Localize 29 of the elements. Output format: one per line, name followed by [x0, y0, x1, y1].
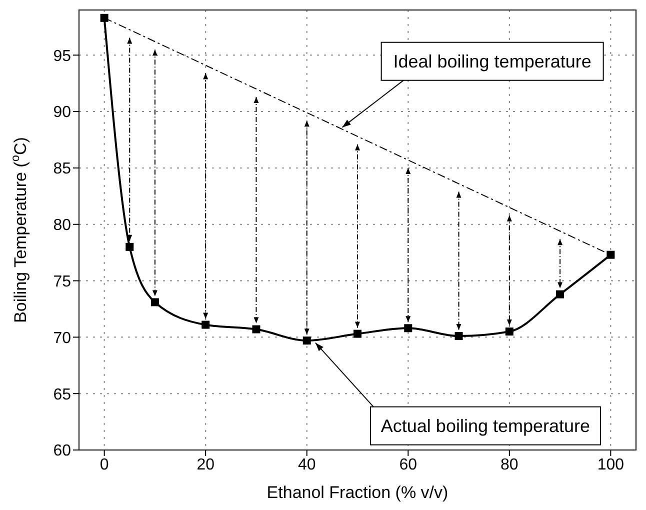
y-tick-label: 70: [53, 330, 72, 347]
point: [252, 325, 260, 334]
point: [100, 14, 108, 22]
y-tick-label: 85: [53, 160, 72, 178]
annotation: Actual boiling temperature: [380, 416, 590, 436]
x-axis-title: Ethanol Fraction (% v/v): [266, 483, 448, 502]
y-tick-label: 90: [53, 104, 72, 122]
point: [454, 332, 463, 340]
y-tick-label: 60: [53, 442, 72, 460]
y-tick-label: 95: [53, 48, 72, 65]
point: [404, 324, 412, 332]
x-tick-label: 0: [100, 456, 109, 474]
point: [606, 250, 615, 259]
point: [556, 290, 564, 298]
y-tick-label: 75: [53, 273, 72, 290]
point: [302, 336, 311, 345]
x-tick-label: 80: [500, 456, 518, 474]
x-tick-label: 60: [399, 456, 418, 474]
point: [505, 328, 514, 336]
y-tick-label: 65: [53, 386, 72, 404]
x-tick-label: 40: [298, 456, 316, 474]
y-tick-label: 80: [53, 217, 72, 234]
x-tick-label: 100: [597, 456, 624, 474]
x-tick-label: 20: [196, 456, 215, 474]
point: [354, 330, 362, 338]
point: [126, 242, 134, 251]
point: [202, 320, 210, 329]
annotation: Ideal boiling temperature: [393, 51, 592, 72]
point: [150, 298, 159, 306]
